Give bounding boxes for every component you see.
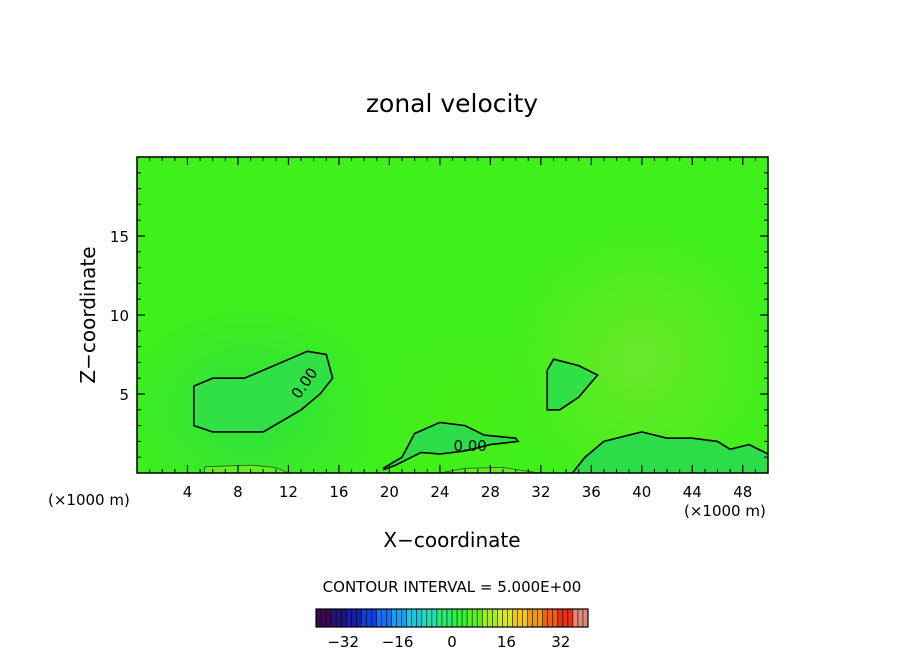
colorbar-cell [396,609,402,627]
contour-label: 0.00 [453,437,486,455]
y-tick-label: 15 [110,228,129,246]
x-tick-label: 8 [233,483,243,501]
x-tick-label: 16 [329,483,348,501]
contour-line [571,431,768,473]
colorbar-cell [336,609,342,627]
colorbar-cell [532,609,538,627]
colorbar-cell [517,609,523,627]
colorbar-cell [321,609,327,627]
x-unit-label-right: (×1000 m) [684,502,766,520]
colorbar-cell [467,609,473,627]
colorbar-cell [562,609,569,627]
colorbar-cell [552,609,558,627]
colorbar-cell [391,609,397,627]
x-tick-label: 32 [531,483,550,501]
contour-region-fill [547,359,598,410]
colorbar-tick-label: 0 [447,633,457,651]
x-tick-label: 44 [683,483,702,501]
contour-line [546,358,599,411]
colorbar-cell [366,609,372,627]
colorbar-cell [316,609,322,627]
colorbar-cell [547,609,553,627]
colorbar-cell [381,609,387,627]
colorbar-cell [371,609,377,627]
colorbar-cell [431,609,438,627]
contour-line [193,350,334,433]
x-tick-label: 24 [430,483,449,501]
y-axis: 5 10 15 [110,172,768,458]
colorbar-cell [582,609,589,627]
colorbar-cell [436,609,443,627]
colorbar-cell [542,609,548,627]
x-tick-label: 28 [481,483,500,501]
colorbar-cell [487,609,493,627]
x-axis: 4 8 12 16 20 24 28 32 36 40 44 48 [149,157,756,501]
contour-region-fill [572,431,768,473]
colorbar-cell [497,609,503,627]
x-tick-label: 20 [380,483,399,501]
x-axis-label: X−coordinate [383,528,520,552]
colorbar: −32 −16 0 16 32 [315,608,589,651]
x-tick-label: 36 [582,483,601,501]
colorbar-cell [421,609,428,627]
colorbar-cell [386,609,392,627]
colorbar-tick-label: −32 [327,633,359,651]
colorbar-cell [507,609,513,627]
colorbar-cell [376,609,382,627]
colorbar-cell [502,609,508,627]
colorbar-cell [537,609,543,627]
colorbar-cell [356,609,362,627]
colorbar-tick-label: 32 [551,633,570,651]
x-tick-label: 4 [183,483,193,501]
colorbar-cell [341,609,347,627]
colorbar-cell [452,609,458,627]
colorbar-cell [331,609,337,627]
shade-mid [350,310,590,473]
colorbar-cell [512,609,518,627]
colorbar-cell [462,609,468,627]
colorbar-cell [557,609,564,627]
contour-interval-text: CONTOUR INTERVAL = 5.000E+00 [323,578,582,596]
y-axis-label: Z−coordinate [76,246,100,383]
colorbar-cell [457,609,463,627]
x-tick-label: 40 [632,483,651,501]
colorbar-cell [482,609,488,627]
colorbar-cell [522,609,528,627]
colorbar-cell [492,609,498,627]
contour-line [203,464,289,473]
y-tick-label: 5 [119,386,129,404]
colorbar-cell [572,609,579,627]
colorbar-cell [527,609,533,627]
contour-line [382,421,520,471]
colorbar-frame [315,608,589,628]
plot-area: 0.000.00 [137,157,768,473]
y-tick-label: 10 [110,307,129,325]
colorbar-tick-label: −16 [382,633,414,651]
colorbar-cell [441,609,448,627]
chart-title: zonal velocity [366,89,538,118]
x-unit-label-left: (×1000 m) [48,491,130,509]
colorbar-cell [472,609,478,627]
colorbar-cell [411,609,417,627]
contour-line [439,467,541,473]
x-tick-label: 48 [733,483,752,501]
colorbar-cell [446,609,453,627]
colorbar-cell [406,609,412,627]
colorbar-cell [361,609,367,627]
colorbar-cell [351,609,357,627]
colorbar-cell [346,609,352,627]
colorbar-cell [416,609,422,627]
colorbar-cell [426,609,433,627]
x-tick-label: 12 [279,483,298,501]
colorbar-cell [477,609,483,627]
colorbar-cell [567,609,574,627]
colorbar-cell [401,609,407,627]
colorbar-tick-label: 16 [497,633,516,651]
colorbar-cell [326,609,332,627]
colorbar-cell [577,609,584,627]
contour-region-fill [383,422,519,470]
contour-region-fill [193,351,333,432]
